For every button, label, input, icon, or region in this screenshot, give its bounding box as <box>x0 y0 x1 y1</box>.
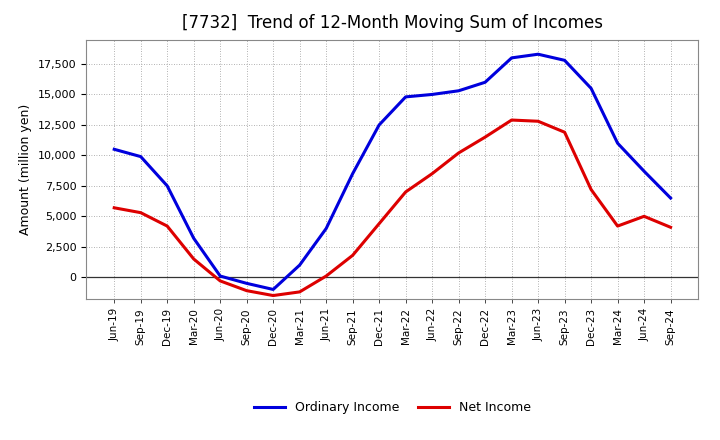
Net Income <box>534 119 542 124</box>
Ordinary Income <box>163 183 171 188</box>
Ordinary Income <box>216 273 225 279</box>
Legend: Ordinary Income, Net Income: Ordinary Income, Net Income <box>248 396 536 419</box>
Ordinary Income <box>375 122 384 128</box>
Ordinary Income <box>508 55 516 61</box>
Ordinary Income <box>322 226 330 231</box>
Ordinary Income <box>401 94 410 99</box>
Ordinary Income <box>189 236 198 241</box>
Ordinary Income <box>666 195 675 201</box>
Ordinary Income <box>454 88 463 93</box>
Ordinary Income <box>534 51 542 57</box>
Net Income <box>216 278 225 283</box>
Ordinary Income <box>136 154 145 159</box>
Net Income <box>348 253 357 258</box>
Ordinary Income <box>640 169 649 174</box>
Net Income <box>587 187 595 192</box>
Net Income <box>666 225 675 230</box>
Net Income <box>401 189 410 194</box>
Net Income <box>375 221 384 226</box>
Net Income <box>322 273 330 279</box>
Ordinary Income <box>560 58 569 63</box>
Net Income <box>110 205 119 210</box>
Net Income <box>243 288 251 293</box>
Ordinary Income <box>348 171 357 176</box>
Net Income <box>613 224 622 229</box>
Ordinary Income <box>243 281 251 286</box>
Ordinary Income <box>295 262 304 268</box>
Ordinary Income <box>613 140 622 146</box>
Ordinary Income <box>587 86 595 91</box>
Title: [7732]  Trend of 12-Month Moving Sum of Incomes: [7732] Trend of 12-Month Moving Sum of I… <box>182 15 603 33</box>
Net Income <box>295 289 304 294</box>
Net Income <box>189 257 198 262</box>
Y-axis label: Amount (million yen): Amount (million yen) <box>19 104 32 235</box>
Net Income <box>454 150 463 156</box>
Ordinary Income <box>481 80 490 85</box>
Net Income <box>560 130 569 135</box>
Ordinary Income <box>269 287 277 292</box>
Ordinary Income <box>428 92 436 97</box>
Ordinary Income <box>110 147 119 152</box>
Net Income <box>136 210 145 215</box>
Net Income <box>269 293 277 298</box>
Net Income <box>163 224 171 229</box>
Line: Net Income: Net Income <box>114 120 670 296</box>
Net Income <box>508 117 516 123</box>
Net Income <box>428 171 436 176</box>
Line: Ordinary Income: Ordinary Income <box>114 54 670 290</box>
Net Income <box>640 214 649 219</box>
Net Income <box>481 135 490 140</box>
